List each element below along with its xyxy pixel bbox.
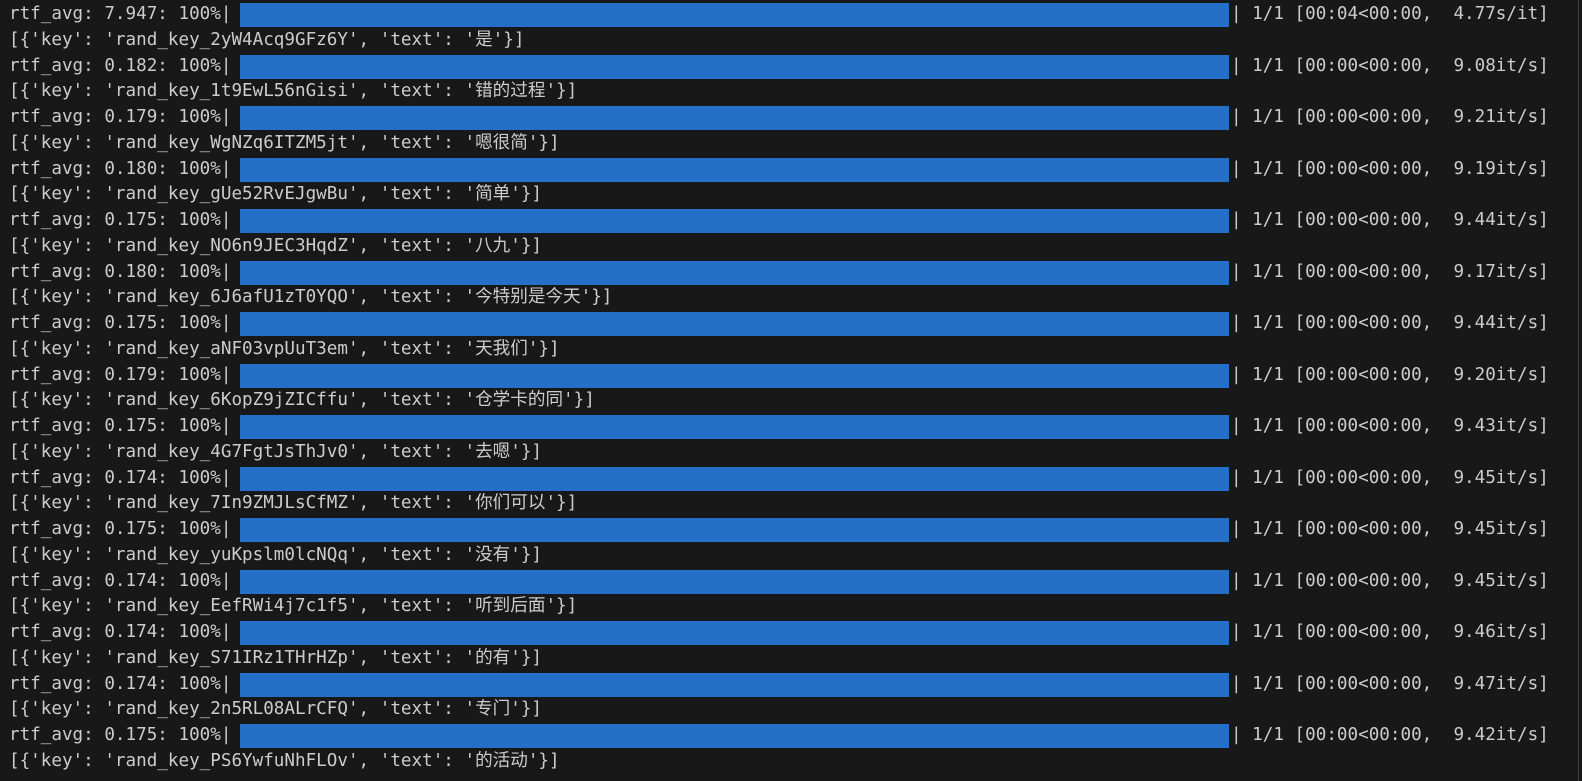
progress-line: rtf_avg: 0.174: 100%| | 1/1 [00:00<00:00,… (9, 466, 1582, 492)
rtf-label: rtf_avg: 0.182: 100%| (9, 55, 232, 76)
progress-stats: | 1/1 [00:00<00:00, 9.17it/s] (1231, 261, 1549, 282)
progress-bar (240, 621, 1229, 645)
progress-stats: | 1/1 [00:00<00:00, 9.43it/s] (1231, 416, 1549, 436)
progress-bar (240, 260, 1229, 285)
result-line: [{'key': 'rand_key_gUe52RvEJgwBu', 'text… (9, 184, 543, 205)
progress-stats: | 1/1 [00:00<00:00, 9.46it/s] (1231, 622, 1549, 642)
rtf-label: rtf_avg: 0.179: 100%| (9, 364, 232, 385)
result-line: [{'key': 'rand_key_WgNZq6ITZM5jt', 'text… (9, 132, 560, 153)
rtf-label: rtf_avg: 0.174: 100%| (9, 622, 232, 642)
progress-line: rtf_avg: 0.174: 100%| | 1/1 [00:00<00:00,… (9, 569, 1582, 595)
rtf-label: rtf_avg: 0.180: 100%| (9, 158, 232, 179)
rtf-label: rtf_avg: 0.180: 100%| (9, 261, 232, 282)
result-line: [{'key': 'rand_key_PS6YwfuNhFLOv', 'text… (9, 750, 560, 771)
progress-stats: | 1/1 [00:04<00:00, 4.77s/it] (1231, 4, 1549, 24)
progress-stats: | 1/1 [00:00<00:00, 9.42it/s] (1231, 725, 1549, 745)
scrollbar-edge[interactable] (1578, 0, 1579, 781)
progress-line: rtf_avg: 0.175: 100%| | 1/1 [00:00<00:00,… (9, 208, 1582, 234)
progress-line: rtf_avg: 0.180: 100%| | 1/1 [00:00<00:00,… (9, 260, 1582, 286)
progress-line: rtf_avg: 0.175: 100%| | 1/1 [00:00<00:00,… (9, 723, 1582, 749)
progress-bar (240, 363, 1229, 388)
progress-bar (240, 54, 1229, 79)
result-line: [{'key': 'rand_key_NO6n9JEC3HqdZ', 'text… (9, 235, 543, 256)
progress-stats: | 1/1 [00:00<00:00, 9.45it/s] (1231, 570, 1549, 591)
rtf-label: rtf_avg: 0.175: 100%| (9, 416, 232, 436)
rtf-label: rtf_avg: 0.175: 100%| (9, 210, 232, 230)
progress-bar (240, 415, 1229, 439)
progress-line: rtf_avg: 0.175: 100%| | 1/1 [00:00<00:00,… (9, 311, 1582, 337)
progress-stats: | 1/1 [00:00<00:00, 9.45it/s] (1231, 467, 1549, 488)
progress-line: rtf_avg: 0.179: 100%| | 1/1 [00:00<00:00,… (9, 105, 1582, 131)
progress-line: rtf_avg: 0.180: 100%| | 1/1 [00:00<00:00,… (9, 157, 1582, 183)
result-line: [{'key': 'rand_key_EefRWi4j7c1f5', 'text… (9, 596, 578, 617)
progress-stats: | 1/1 [00:00<00:00, 9.20it/s] (1231, 364, 1549, 385)
result-line: [{'key': 'rand_key_6KopZ9jZICffu', 'text… (9, 390, 595, 411)
progress-bar (240, 3, 1229, 27)
progress-stats: | 1/1 [00:00<00:00, 9.47it/s] (1231, 673, 1549, 694)
progress-bar (240, 569, 1229, 594)
progress-stats: | 1/1 [00:00<00:00, 9.19it/s] (1231, 158, 1549, 179)
rtf-label: rtf_avg: 0.175: 100%| (9, 725, 232, 745)
progress-bar (240, 312, 1229, 336)
progress-bar (240, 724, 1229, 748)
rtf-label: rtf_avg: 0.174: 100%| (9, 570, 232, 591)
progress-stats: | 1/1 [00:00<00:00, 9.44it/s] (1231, 313, 1549, 333)
result-line: [{'key': 'rand_key_2n5RL08ALrCFQ', 'text… (9, 699, 543, 720)
rtf-label: rtf_avg: 0.175: 100%| (9, 519, 232, 539)
progress-bar (240, 209, 1229, 233)
progress-bar (240, 157, 1229, 182)
rtf-label: rtf_avg: 0.174: 100%| (9, 467, 232, 488)
progress-stats: | 1/1 [00:00<00:00, 9.45it/s] (1231, 519, 1549, 539)
progress-bar (240, 518, 1229, 542)
result-line: [{'key': 'rand_key_yuKpslm0lcNQq', 'text… (9, 544, 543, 565)
progress-bar (240, 106, 1229, 130)
progress-stats: | 1/1 [00:00<00:00, 9.21it/s] (1231, 107, 1549, 127)
progress-line: rtf_avg: 0.182: 100%| | 1/1 [00:00<00:00,… (9, 54, 1582, 80)
result-line: [{'key': 'rand_key_6J6afU1zT0YQO', 'text… (9, 287, 613, 308)
progress-bar (240, 672, 1229, 697)
progress-line: rtf_avg: 0.174: 100%| | 1/1 [00:00<00:00,… (9, 672, 1582, 698)
result-line: [{'key': 'rand_key_2yW4Acq9GFz6Y', 'text… (9, 29, 525, 50)
result-line: [{'key': 'rand_key_S71IRz1THrHZp', 'text… (9, 647, 543, 668)
progress-bar (240, 466, 1229, 491)
result-line: [{'key': 'rand_key_1t9EwL56nGisi', 'text… (9, 81, 578, 102)
rtf-label: rtf_avg: 7.947: 100%| (9, 4, 232, 24)
progress-stats: | 1/1 [00:00<00:00, 9.44it/s] (1231, 210, 1549, 230)
rtf-label: rtf_avg: 0.174: 100%| (9, 673, 232, 694)
result-line: [{'key': 'rand_key_7In9ZMJLsCfMZ', 'text… (9, 493, 578, 514)
progress-stats: | 1/1 [00:00<00:00, 9.08it/s] (1231, 55, 1549, 76)
result-line: [{'key': 'rand_key_4G7FgtJsThJv0', 'text… (9, 441, 543, 462)
result-line: [{'key': 'rand_key_aNF03vpUuT3em', 'text… (9, 338, 560, 359)
rtf-label: rtf_avg: 0.175: 100%| (9, 313, 232, 333)
progress-line: rtf_avg: 0.175: 100%| | 1/1 [00:00<00:00,… (9, 414, 1582, 440)
rtf-label: rtf_avg: 0.179: 100%| (9, 107, 232, 127)
progress-line: rtf_avg: 7.947: 100%| | 1/1 [00:04<00:00,… (9, 2, 1582, 28)
progress-line: rtf_avg: 0.175: 100%| | 1/1 [00:00<00:00,… (9, 517, 1582, 543)
progress-line: rtf_avg: 0.179: 100%| | 1/1 [00:00<00:00,… (9, 363, 1582, 389)
progress-line: rtf_avg: 0.174: 100%| | 1/1 [00:00<00:00,… (9, 620, 1582, 646)
terminal-output: rtf_avg: 7.947: 100%| | 1/1 [00:04<00:00,… (9, 2, 1582, 775)
